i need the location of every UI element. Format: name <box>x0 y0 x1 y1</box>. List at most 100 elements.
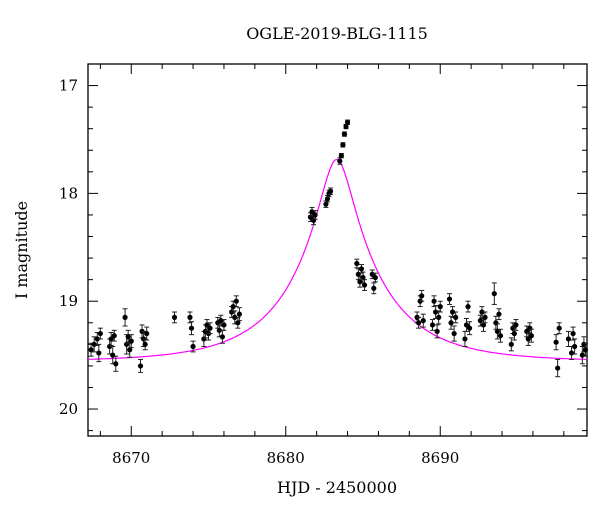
point-marker <box>463 322 470 328</box>
data-point <box>110 346 116 365</box>
point-marker <box>88 347 94 353</box>
data-point <box>555 358 561 378</box>
point-marker <box>582 347 589 353</box>
data-point <box>125 329 131 344</box>
point-marker <box>451 330 457 337</box>
data-point <box>235 316 241 329</box>
point-marker <box>491 291 497 297</box>
point-marker <box>341 131 348 137</box>
point-marker <box>497 333 504 339</box>
point-marker <box>216 327 222 333</box>
data-point <box>528 328 534 343</box>
data-point <box>496 308 502 321</box>
point-marker <box>125 334 131 340</box>
data-point <box>524 325 530 338</box>
point-marker <box>555 365 561 371</box>
point-marker <box>108 336 114 342</box>
point-marker <box>511 330 517 337</box>
data-point <box>88 342 94 357</box>
data-point <box>437 300 443 313</box>
point-marker <box>97 330 103 337</box>
data-point <box>451 325 457 342</box>
point-marker <box>312 212 318 218</box>
data-point <box>344 119 351 125</box>
point-marker <box>556 325 562 331</box>
data-point <box>327 187 334 195</box>
point-marker <box>513 322 519 328</box>
data-point <box>361 279 368 291</box>
data-point <box>508 337 514 352</box>
data-point <box>111 329 117 342</box>
data-point <box>572 338 578 355</box>
point-marker <box>436 314 442 320</box>
point-marker <box>565 336 572 342</box>
point-marker <box>128 338 134 344</box>
point-marker <box>437 304 443 310</box>
y-axis-label: I magnitude <box>12 201 31 299</box>
data-point <box>171 311 178 324</box>
plot-frame <box>87 63 588 437</box>
data-point <box>187 311 193 324</box>
data-point <box>582 342 589 357</box>
data-point <box>108 331 114 346</box>
data-point <box>371 282 377 295</box>
x-tick-label: 8670 <box>112 449 150 467</box>
point-marker <box>448 320 454 326</box>
point-marker <box>482 314 488 320</box>
point-marker <box>122 314 128 320</box>
data-point <box>218 314 224 327</box>
point-marker <box>338 153 344 159</box>
data-point <box>312 210 318 220</box>
data-point <box>113 355 119 372</box>
point-marker <box>357 279 363 285</box>
point-marker <box>236 311 242 317</box>
data-point <box>429 319 436 331</box>
data-point <box>221 319 227 331</box>
point-marker <box>431 298 437 304</box>
data-point <box>232 310 238 325</box>
data-point <box>553 334 559 351</box>
point-marker <box>110 352 116 358</box>
data-point <box>420 313 426 328</box>
point-marker <box>91 341 97 347</box>
tick-labels: 8670 8680 8690 17 18 19 20 <box>59 77 459 467</box>
y-tick-label: 18 <box>59 184 78 202</box>
point-marker <box>449 309 456 315</box>
x-axis-label: HJD - 2450000 <box>277 478 397 497</box>
point-marker <box>494 328 500 335</box>
data-point <box>497 328 504 343</box>
point-marker <box>420 318 426 324</box>
point-marker <box>479 309 485 315</box>
data-point <box>137 358 144 373</box>
point-marker <box>360 274 366 281</box>
data-point <box>188 321 195 336</box>
point-marker <box>127 347 133 353</box>
point-marker <box>190 343 196 350</box>
chart-title: OGLE-2019-BLG-1115 <box>246 24 428 43</box>
point-marker <box>232 314 238 320</box>
data-point <box>96 343 102 363</box>
point-marker <box>344 119 351 125</box>
point-marker <box>323 201 329 207</box>
point-marker <box>96 350 102 356</box>
data-point <box>570 326 576 341</box>
point-marker <box>111 333 117 339</box>
data-point <box>465 300 471 313</box>
data-point <box>341 131 348 137</box>
data-point <box>233 295 239 308</box>
point-marker <box>137 363 144 369</box>
point-marker <box>419 293 425 299</box>
data-point <box>431 295 437 308</box>
data-point <box>337 157 343 165</box>
data-point <box>127 341 133 358</box>
data-point <box>449 306 456 318</box>
point-marker <box>187 314 193 320</box>
y-tick-label: 20 <box>59 400 78 418</box>
data-point <box>446 293 453 305</box>
data-point <box>453 311 459 324</box>
data-point <box>448 315 454 330</box>
x-tick-label: 8690 <box>421 449 459 467</box>
point-marker <box>525 336 531 342</box>
point-marker <box>354 260 360 267</box>
point-marker <box>142 341 148 347</box>
